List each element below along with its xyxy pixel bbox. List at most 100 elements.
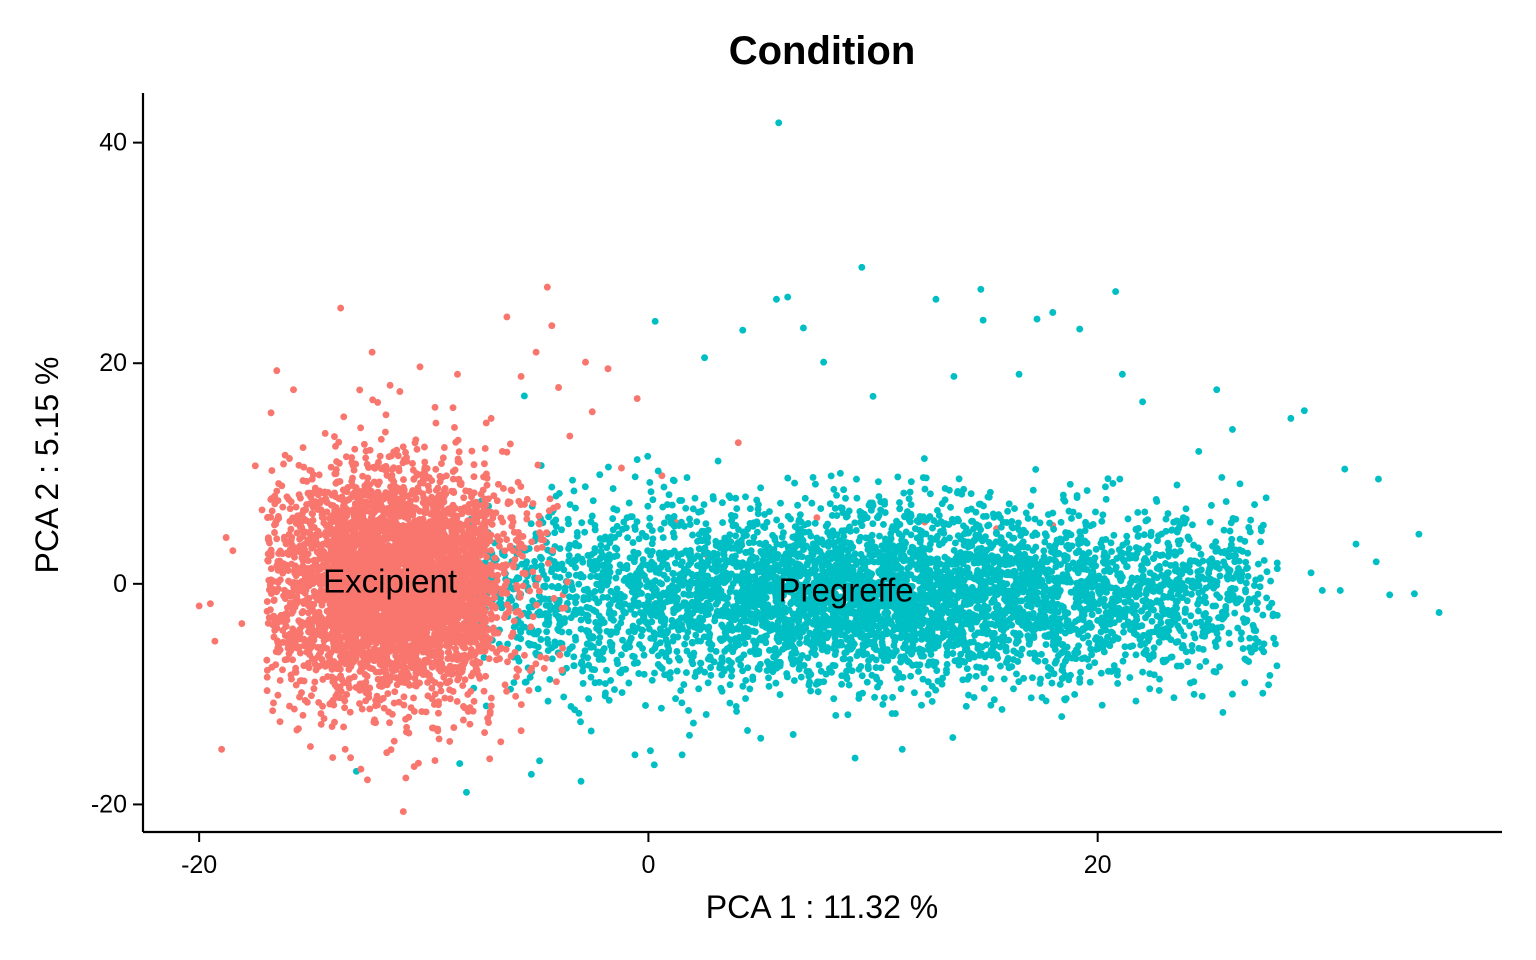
scatter-point-pregreffe-wide-420 [552, 516, 560, 524]
scatter-point-pregreffe-main-3912 [721, 647, 729, 655]
scatter-point-pregreffe-main-3805 [884, 656, 892, 664]
scatter-point-pregreffe-main-3460 [663, 627, 671, 635]
scatter-point-pregreffe-main-717 [875, 493, 883, 501]
scatter-point-pregreffe-wide-88 [951, 556, 959, 564]
scatter-point-excipient-outlier-49 [251, 462, 259, 470]
scatter-point-pregreffe-main-3015 [572, 504, 579, 512]
scatter-point-pregreffe-main-4111 [1075, 548, 1083, 556]
scatter-point-excipient-outlier-38 [813, 514, 821, 522]
scatter-point-pregreffe-wide-167 [963, 643, 970, 651]
scatter-point-pregreffe-main-4188 [891, 665, 899, 673]
scatter-point-pregreffe-main-2280 [581, 528, 589, 536]
scatter-point-pregreffe-outlier-27 [1098, 701, 1106, 709]
scatter-point-pregreffe-wide-1 [1169, 606, 1177, 614]
scatter-point-pregreffe-main-3722 [921, 485, 929, 493]
scatter-point-pregreffe-main-3938 [1045, 633, 1053, 640]
scatter-point-pregreffe-main-2675 [639, 645, 646, 652]
scatter-point-pregreffe-outlier-11 [979, 316, 987, 324]
scatter-point-pregreffe-wide-517 [992, 530, 1000, 538]
scatter-point-pregreffe-wide-106 [611, 686, 618, 694]
scatter-point-pregreffe-main-3850 [1271, 640, 1279, 648]
scatter-point-pregreffe-main-2090 [1225, 629, 1233, 637]
scatter-point-pregreffe-main-1042 [657, 704, 665, 712]
scatter-point-pregreffe-main-855 [603, 666, 610, 674]
scatter-point-pregreffe-main-3945 [962, 524, 970, 532]
scatter-point-pregreffe-wide-495 [694, 605, 702, 613]
scatter-point-pregreffe-main-1484 [1206, 518, 1214, 526]
scatter-point-pregreffe-main-2660 [1186, 568, 1194, 576]
scatter-point-pregreffe-main-2894 [1108, 667, 1115, 675]
scatter-point-pregreffe-main-4064 [816, 678, 824, 686]
scatter-point-pregreffe-main-2673 [720, 667, 728, 675]
scatter-point-pregreffe-main-2648 [955, 475, 963, 483]
scatter-point-pregreffe-main-575 [831, 504, 839, 512]
scatter-point-pregreffe-wide-148 [1088, 570, 1095, 578]
scatter-point-pregreffe-main-1876 [898, 532, 906, 540]
scatter-point-pregreffe-main-3674 [987, 646, 995, 654]
scatter-point-pregreffe-wide-498 [1250, 582, 1258, 590]
scatter-point-pregreffe-wide-410 [1087, 624, 1095, 631]
scatter-point-pregreffe-wide-28 [1172, 598, 1180, 606]
scatter-point-pregreffe-main-3568 [786, 627, 794, 635]
scatter-point-pregreffe-wide-280 [1052, 657, 1060, 665]
scatter-point-pregreffe-outlier-17 [1341, 465, 1349, 473]
scatter-point-pregreffe-main-3640 [867, 506, 875, 514]
scatter-point-pregreffe-main-250 [836, 469, 844, 477]
scatter-point-pregreffe-main-1021 [1273, 662, 1281, 670]
scatter-point-pregreffe-wide-636 [739, 528, 747, 536]
scatter-point-pregreffe-main-3512 [657, 591, 665, 599]
scatter-point-pregreffe-wide-617 [689, 660, 697, 668]
scatter-point-pregreffe-main-3749 [1265, 681, 1273, 689]
scatter-point-pregreffe-main-1215 [1068, 515, 1075, 522]
scatter-point-pregreffe-main-1271 [889, 693, 897, 701]
scatter-point-pregreffe-wide-39 [650, 588, 658, 596]
scatter-point-pregreffe-main-3852 [969, 517, 977, 525]
scatter-point-pregreffe-main-644 [965, 691, 972, 699]
scatter-point-pregreffe-main-2398 [970, 693, 978, 701]
scatter-point-pregreffe-outlier-19 [1415, 530, 1423, 538]
scatter-point-pregreffe-wide-254 [823, 617, 830, 624]
scatter-point-pregreffe-main-3119 [910, 689, 918, 697]
scatter-point-pregreffe-main-318 [560, 693, 568, 701]
scatter-point-pregreffe-main-3528 [1028, 674, 1036, 682]
scatter-point-pregreffe-wide-97 [927, 559, 935, 566]
scatter-point-pregreffe-wide-672 [1039, 589, 1047, 597]
scatter-point-pregreffe-outlier-33 [678, 751, 686, 759]
scatter-point-pregreffe-wide-450 [1171, 618, 1179, 626]
scatter-point-pregreffe-main-2906 [693, 518, 701, 526]
scatter-point-pregreffe-wide-515 [666, 674, 674, 682]
scatter-point-pregreffe-main-879 [1190, 541, 1198, 549]
scatter-point-pregreffe-wide-158 [1177, 662, 1185, 670]
scatter-point-pregreffe-main-3960 [569, 560, 577, 568]
scatter-point-pregreffe-wide-651 [706, 653, 714, 661]
scatter-point-pregreffe-outlier-4 [932, 295, 940, 303]
scatter-point-pregreffe-wide-0 [694, 668, 702, 675]
scatter-point-pregreffe-main-400 [700, 501, 708, 508]
scatter-point-pregreffe-main-4126 [1118, 573, 1126, 581]
scatter-point-pregreffe-main-2065 [765, 682, 773, 690]
scatter-point-pregreffe-main-3052 [1068, 542, 1076, 550]
scatter-point-pregreffe-main-2856 [1032, 591, 1040, 599]
scatter-point-pregreffe-main-1795 [634, 659, 641, 667]
scatter-point-pregreffe-main-3683 [845, 681, 853, 689]
scatter-point-pregreffe-main-2763 [1009, 534, 1017, 542]
scatter-point-pregreffe-wide-247 [650, 761, 658, 769]
scatter-point-pregreffe-main-1715 [896, 505, 904, 513]
scatter-point-pregreffe-main-4144 [683, 647, 691, 655]
scatter-point-pregreffe-main-4050 [1097, 596, 1105, 604]
scatter-point-pregreffe-main-1147 [1027, 694, 1035, 702]
scatter-point-pregreffe-main-2477 [718, 654, 726, 661]
scatter-point-pregreffe-main-2960 [1150, 555, 1158, 562]
scatter-point-pregreffe-wide-658 [908, 608, 916, 616]
scatter-point-pregreffe-wide-132 [1150, 572, 1158, 580]
scatter-point-pregreffe-main-601 [1102, 495, 1110, 503]
scatter-point-pregreffe-wide-639 [1190, 690, 1198, 698]
scatter-point-pregreffe-main-2883 [1124, 515, 1132, 523]
scatter-point-pregreffe-main-3299 [1012, 639, 1020, 647]
scatter-point-pregreffe-main-2679 [1041, 657, 1049, 665]
scatter-point-pregreffe-main-3267 [740, 560, 748, 568]
scatter-point-pregreffe-wide-299 [908, 543, 916, 551]
scatter-point-pregreffe-main-4017 [570, 653, 578, 661]
scatter-point-pregreffe-main-3973 [1156, 565, 1164, 573]
scatter-point-pregreffe-main-2483 [771, 645, 779, 652]
